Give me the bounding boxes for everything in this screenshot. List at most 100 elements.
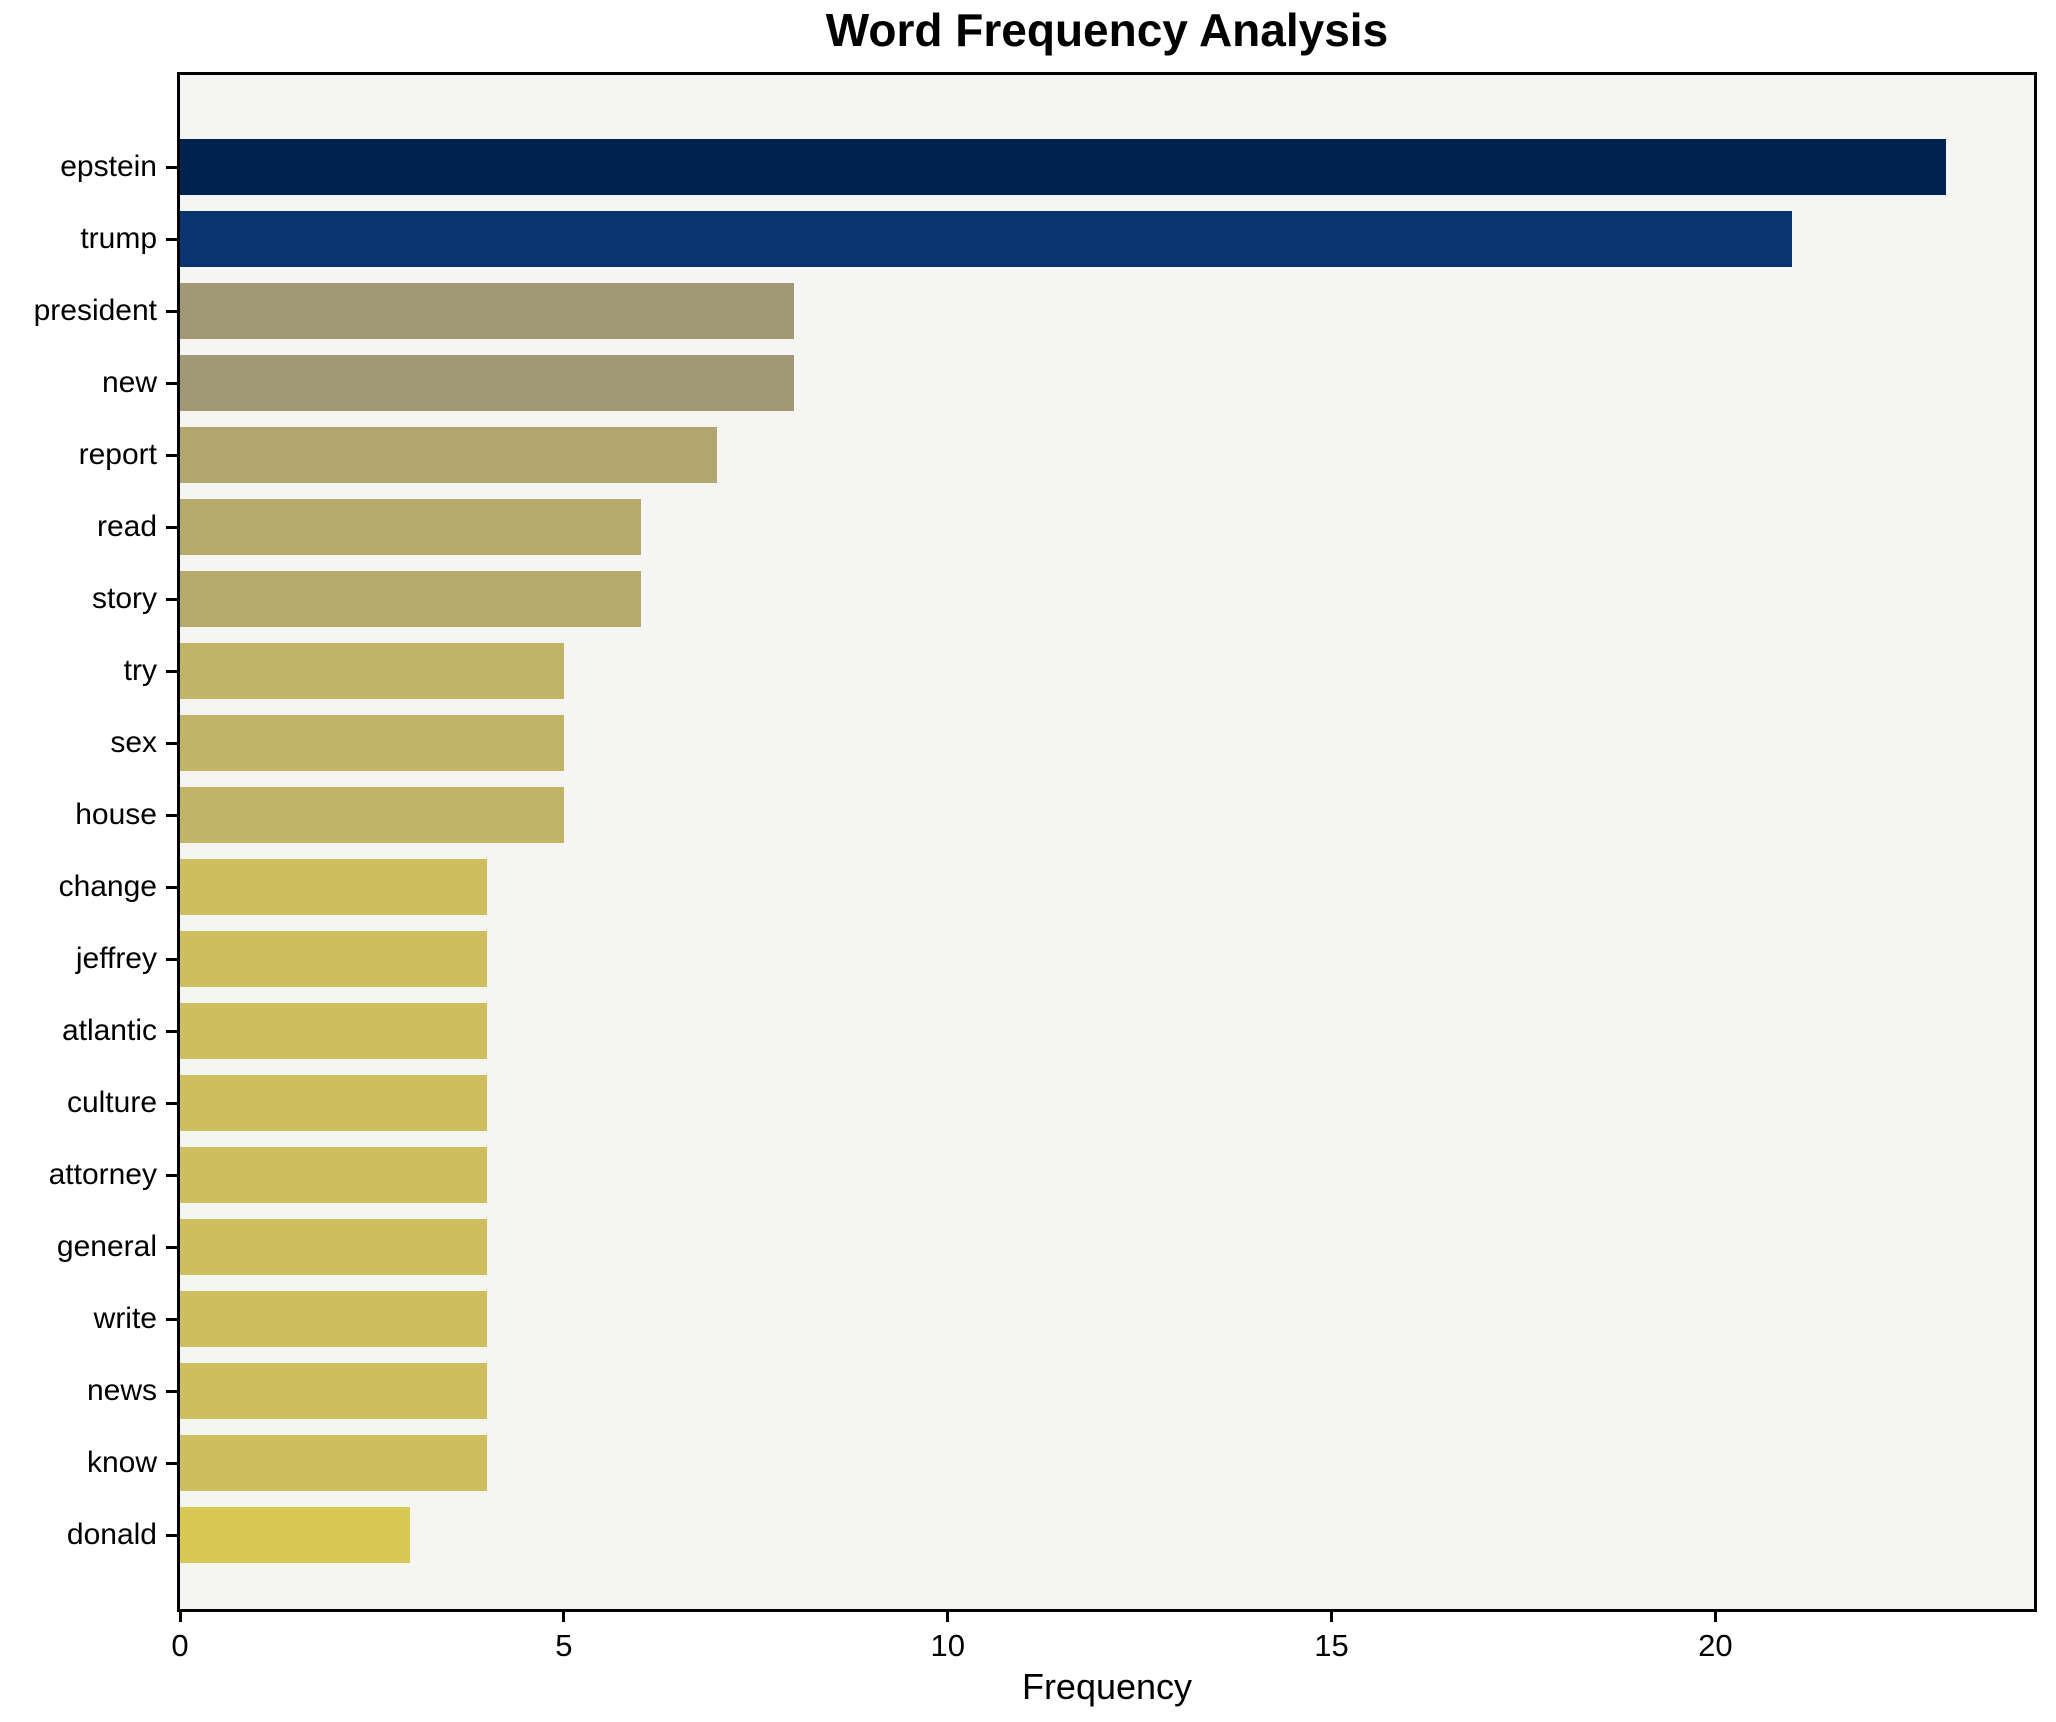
y-tick-label-story: story (91, 582, 157, 615)
y-tick-label-general: general (56, 1230, 157, 1263)
x-tick-mark (1330, 1612, 1334, 1622)
y-tick-mark (166, 597, 177, 601)
y-label-row: try (0, 643, 177, 699)
y-tick-label-report: report (78, 438, 157, 471)
bar-president (180, 283, 795, 339)
bar-row (180, 1147, 2034, 1203)
x-tick-label-15: 15 (1314, 1628, 1349, 1663)
bar-row (180, 427, 2034, 483)
y-label-row: culture (0, 1075, 177, 1131)
y-axis: epstein trump president new report read story t… (0, 72, 177, 1612)
y-label-row: general (0, 1219, 177, 1275)
bar-row (180, 1003, 2034, 1059)
y-tick-label-president: president (33, 294, 157, 327)
bar-row (180, 787, 2034, 843)
bar-change (180, 859, 488, 915)
y-tick-mark (166, 309, 177, 313)
x-tick-label-5: 5 (555, 1628, 573, 1663)
bar-general (180, 1219, 488, 1275)
x-tick-mark (178, 1612, 182, 1622)
bar-row (180, 1291, 2034, 1347)
y-label-row: attorney (0, 1147, 177, 1203)
y-label-row: new (0, 355, 177, 411)
bar-row (180, 715, 2034, 771)
bar-write (180, 1291, 488, 1347)
y-tick-label-culture: culture (66, 1086, 157, 1119)
y-tick-mark (166, 1389, 177, 1393)
y-tick-mark (166, 165, 177, 169)
y-tick-label-atlantic: atlantic (61, 1014, 157, 1047)
bar-new (180, 355, 795, 411)
y-tick-label-change: change (58, 870, 157, 903)
bar-row (180, 211, 2034, 267)
y-tick-mark (166, 1461, 177, 1465)
bar-row (180, 499, 2034, 555)
y-label-row: know (0, 1435, 177, 1491)
x-tick-label-20: 20 (1698, 1628, 1733, 1663)
y-tick-mark (166, 1173, 177, 1177)
y-tick-mark (166, 237, 177, 241)
y-tick-label-house: house (75, 798, 157, 831)
y-tick-mark (166, 1533, 177, 1537)
bar-sex (180, 715, 564, 771)
x-tick-mark (946, 1612, 950, 1622)
y-tick-label-attorney: attorney (48, 1158, 157, 1191)
bar-row (180, 1219, 2034, 1275)
y-label-row: story (0, 571, 177, 627)
bar-row (180, 643, 2034, 699)
x-tick-label-10: 10 (930, 1628, 965, 1663)
y-tick-mark (166, 1317, 177, 1321)
bar-donald (180, 1507, 411, 1563)
y-tick-mark (166, 525, 177, 529)
y-label-row: read (0, 499, 177, 555)
y-tick-label-news: news (86, 1374, 157, 1407)
bar-attorney (180, 1147, 488, 1203)
bar-jeffrey (180, 931, 488, 987)
bar-row (180, 355, 2034, 411)
y-label-row: jeffrey (0, 931, 177, 987)
plot-area (177, 72, 2037, 1612)
y-tick-label-trump: trump (80, 222, 157, 255)
y-tick-label-try: try (123, 654, 157, 687)
bar-row (180, 1075, 2034, 1131)
y-tick-mark (166, 1029, 177, 1033)
chart-title: Word Frequency Analysis (825, 4, 1389, 56)
y-label-row: donald (0, 1507, 177, 1563)
y-label-row: atlantic (0, 1003, 177, 1059)
y-tick-label-new: new (101, 366, 157, 399)
y-tick-label-read: read (96, 510, 157, 543)
y-tick-mark (166, 957, 177, 961)
bar-atlantic (180, 1003, 488, 1059)
y-label-row: epstein (0, 139, 177, 195)
y-tick-label-sex: sex (110, 726, 157, 759)
y-tick-mark (166, 381, 177, 385)
bar-row (180, 931, 2034, 987)
y-tick-label-jeffrey: jeffrey (75, 942, 157, 975)
bar-row (180, 283, 2034, 339)
bar-house (180, 787, 564, 843)
y-label-row: change (0, 859, 177, 915)
bar-know (180, 1435, 488, 1491)
x-tick-mark (562, 1612, 566, 1622)
y-tick-mark (166, 1101, 177, 1105)
bar-row (180, 139, 2034, 195)
bar-read (180, 499, 641, 555)
x-axis-label: Frequency (1021, 1666, 1193, 1707)
y-label-row: write (0, 1291, 177, 1347)
bar-row (180, 859, 2034, 915)
y-label-row: house (0, 787, 177, 843)
bar-epstein (180, 139, 1946, 195)
bar-row (180, 1507, 2034, 1563)
y-tick-label-write: write (93, 1302, 157, 1335)
y-tick-mark (166, 1245, 177, 1249)
y-tick-mark (166, 453, 177, 457)
bar-row (180, 1363, 2034, 1419)
y-label-row: sex (0, 715, 177, 771)
bar-try (180, 643, 564, 699)
bar-row (180, 1435, 2034, 1491)
bar-news (180, 1363, 488, 1419)
y-label-row: president (0, 283, 177, 339)
x-tick-mark (1713, 1612, 1717, 1622)
y-tick-label-know: know (86, 1446, 157, 1479)
